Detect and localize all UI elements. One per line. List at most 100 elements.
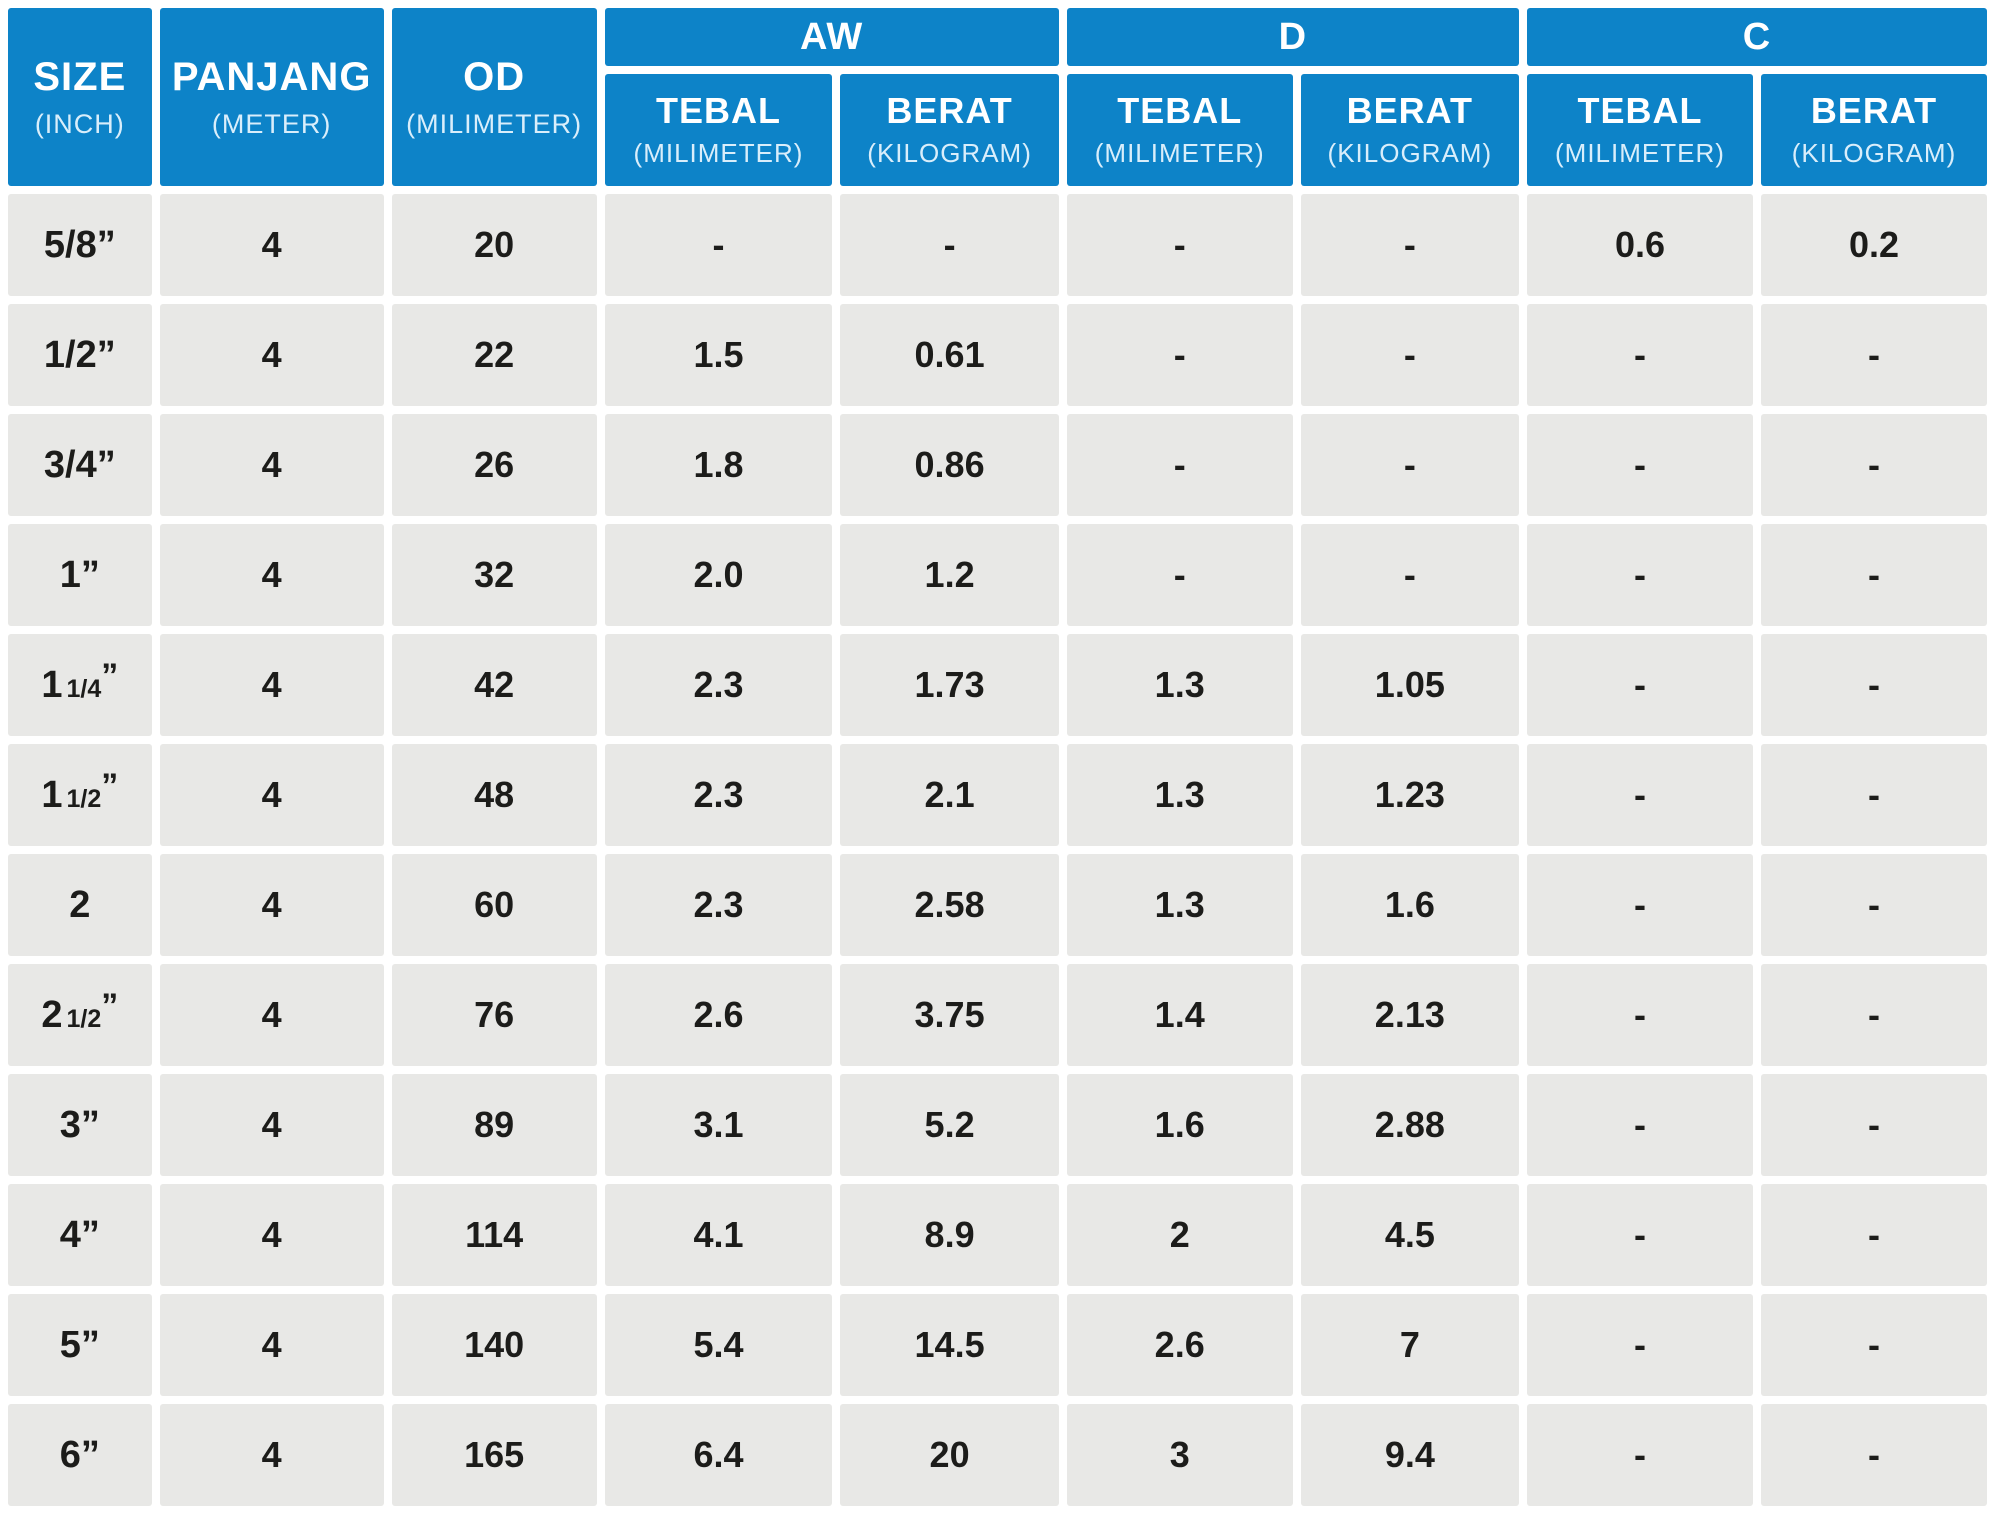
- group-header-d: D: [1066, 8, 1519, 66]
- cell-d-berat: -: [1300, 194, 1519, 296]
- cell-d-berat: -: [1300, 524, 1519, 626]
- subcol-label: BERAT: [1346, 89, 1473, 131]
- table-row: 1/2” 4 22 1.5 0.61- - - -: [8, 304, 1987, 406]
- subcol-label: TEBAL: [1117, 89, 1243, 131]
- cell-c-berat: -: [1760, 414, 1987, 516]
- subcol-label: BERAT: [1810, 89, 1938, 131]
- cell-c-berat: -: [1760, 1074, 1987, 1176]
- size-main: 1”: [59, 553, 100, 596]
- cell-c-berat: -: [1760, 524, 1987, 626]
- cell-aw-tebal: 5.4: [604, 1294, 833, 1396]
- cell-od: 20: [391, 194, 597, 296]
- cell-c-berat: -: [1760, 854, 1987, 956]
- cell-panjang: 4: [159, 964, 384, 1066]
- cell-od: 114: [391, 1184, 597, 1286]
- table-row: 3” 4 89 3.1 5.2 1.6 2.88- -: [8, 1074, 1987, 1176]
- cell-d-berat: -: [1300, 304, 1519, 406]
- cell-d-tebal: -: [1066, 414, 1293, 516]
- cell-size: 5/8”: [8, 194, 152, 296]
- size-main: 5/8”: [43, 223, 116, 266]
- cell-c-berat: -: [1760, 964, 1987, 1066]
- cell-size: 6”: [8, 1404, 152, 1506]
- cell-aw-berat: 2.1: [840, 744, 1059, 846]
- header-sub-row: TEBAL (MILIMETER) BERAT (KILOGRAM) TEBAL…: [8, 74, 1987, 186]
- cell-c-tebal: -: [1526, 1184, 1753, 1286]
- cell-panjang: 4: [159, 304, 384, 406]
- cell-d-tebal: 1.3: [1066, 634, 1293, 736]
- cell-aw-tebal: 2.3: [604, 744, 833, 846]
- size-fraction: 1/4: [66, 674, 102, 703]
- cell-d-tebal: 1.3: [1066, 744, 1293, 846]
- cell-panjang: 4: [159, 194, 384, 296]
- col-header-panjang-label: PANJANG: [171, 54, 372, 99]
- col-header-panjang: PANJANG (METER): [159, 8, 384, 186]
- cell-aw-berat: -: [840, 194, 1059, 296]
- group-header-aw: AW: [604, 8, 1059, 66]
- subcol-unit: (KILOGRAM): [867, 138, 1032, 169]
- cell-d-tebal: -: [1066, 304, 1293, 406]
- cell-c-tebal: -: [1526, 414, 1753, 516]
- size-main: 2: [41, 993, 63, 1036]
- size-main: 3”: [59, 1103, 100, 1146]
- cell-size: 2 1/2”: [8, 964, 152, 1066]
- group-header-c: C: [1526, 8, 1987, 66]
- cell-d-berat: 2.88: [1300, 1074, 1519, 1176]
- cell-aw-berat: 3.75: [840, 964, 1059, 1066]
- cell-c-berat: -: [1760, 1294, 1987, 1396]
- cell-od: 32: [391, 524, 597, 626]
- cell-d-berat: 9.4: [1300, 1404, 1519, 1506]
- cell-panjang: 4: [159, 1184, 384, 1286]
- cell-aw-tebal: 1.5: [604, 304, 833, 406]
- subcol-header-c-berat: BERAT (KILOGRAM): [1760, 74, 1987, 186]
- cell-size: 1 1/4”: [8, 634, 152, 736]
- cell-aw-berat: 8.9: [840, 1184, 1059, 1286]
- cell-aw-berat: 5.2: [840, 1074, 1059, 1176]
- size-main: 6”: [59, 1433, 100, 1476]
- cell-panjang: 4: [159, 414, 384, 516]
- cell-d-berat: 4.5: [1300, 1184, 1519, 1286]
- cell-d-tebal: 2.6: [1066, 1294, 1293, 1396]
- cell-c-berat: -: [1760, 1404, 1987, 1506]
- cell-aw-berat: 1.2: [840, 524, 1059, 626]
- cell-d-tebal: -: [1066, 194, 1293, 296]
- cell-panjang: 4: [159, 524, 384, 626]
- cell-panjang: 4: [159, 854, 384, 956]
- cell-size: 4”: [8, 1184, 152, 1286]
- cell-aw-tebal: 2.3: [604, 854, 833, 956]
- table-row: 1 1/2” 4 48 2.3 2.1 1.3 1.23- -: [8, 744, 1987, 846]
- subcol-unit: (MILIMETER): [1555, 138, 1725, 169]
- cell-c-tebal: -: [1526, 304, 1753, 406]
- cell-panjang: 4: [159, 1294, 384, 1396]
- cell-panjang: 4: [159, 634, 384, 736]
- cell-d-tebal: -: [1066, 524, 1293, 626]
- cell-d-tebal: 1.3: [1066, 854, 1293, 956]
- cell-aw-berat: 14.5: [840, 1294, 1059, 1396]
- cell-c-tebal: -: [1526, 1404, 1753, 1506]
- subcol-header-aw-berat: BERAT (KILOGRAM): [840, 74, 1059, 186]
- cell-d-tebal: 2: [1066, 1184, 1293, 1286]
- table-body: 5/8” 4 20- - - -0.6 0.2 1/2” 4 22 1.5 0.61- - - -3/4” 4…: [8, 194, 1987, 1506]
- cell-panjang: 4: [159, 1404, 384, 1506]
- cell-size: 3/4”: [8, 414, 152, 516]
- cell-od: 48: [391, 744, 597, 846]
- cell-d-berat: 2.13: [1300, 964, 1519, 1066]
- cell-d-berat: 1.23: [1300, 744, 1519, 846]
- cell-od: 60: [391, 854, 597, 956]
- size-fraction: 1/2: [66, 784, 102, 813]
- cell-c-tebal: -: [1526, 524, 1753, 626]
- table-row: 1” 4 32 2.0 1.2- - - -: [8, 524, 1987, 626]
- table-row: 5” 4 140 5.4 14.5 2.6 7- -: [8, 1294, 1987, 1396]
- cell-c-berat: -: [1760, 1184, 1987, 1286]
- subcol-unit: (KILOGRAM): [1791, 138, 1957, 169]
- size-main: 2: [69, 883, 91, 926]
- cell-c-tebal: -: [1526, 854, 1753, 956]
- size-main: 1: [41, 773, 63, 816]
- size-main: 3/4”: [43, 443, 116, 486]
- size-fraction: 1/2: [66, 1004, 102, 1033]
- cell-d-berat: 7: [1300, 1294, 1519, 1396]
- subcol-unit: (MILIMETER): [633, 138, 804, 169]
- cell-aw-tebal: 2.0: [604, 524, 833, 626]
- cell-c-berat: -: [1760, 634, 1987, 736]
- subcol-unit: (KILOGRAM): [1327, 138, 1493, 169]
- cell-d-tebal: 3: [1066, 1404, 1293, 1506]
